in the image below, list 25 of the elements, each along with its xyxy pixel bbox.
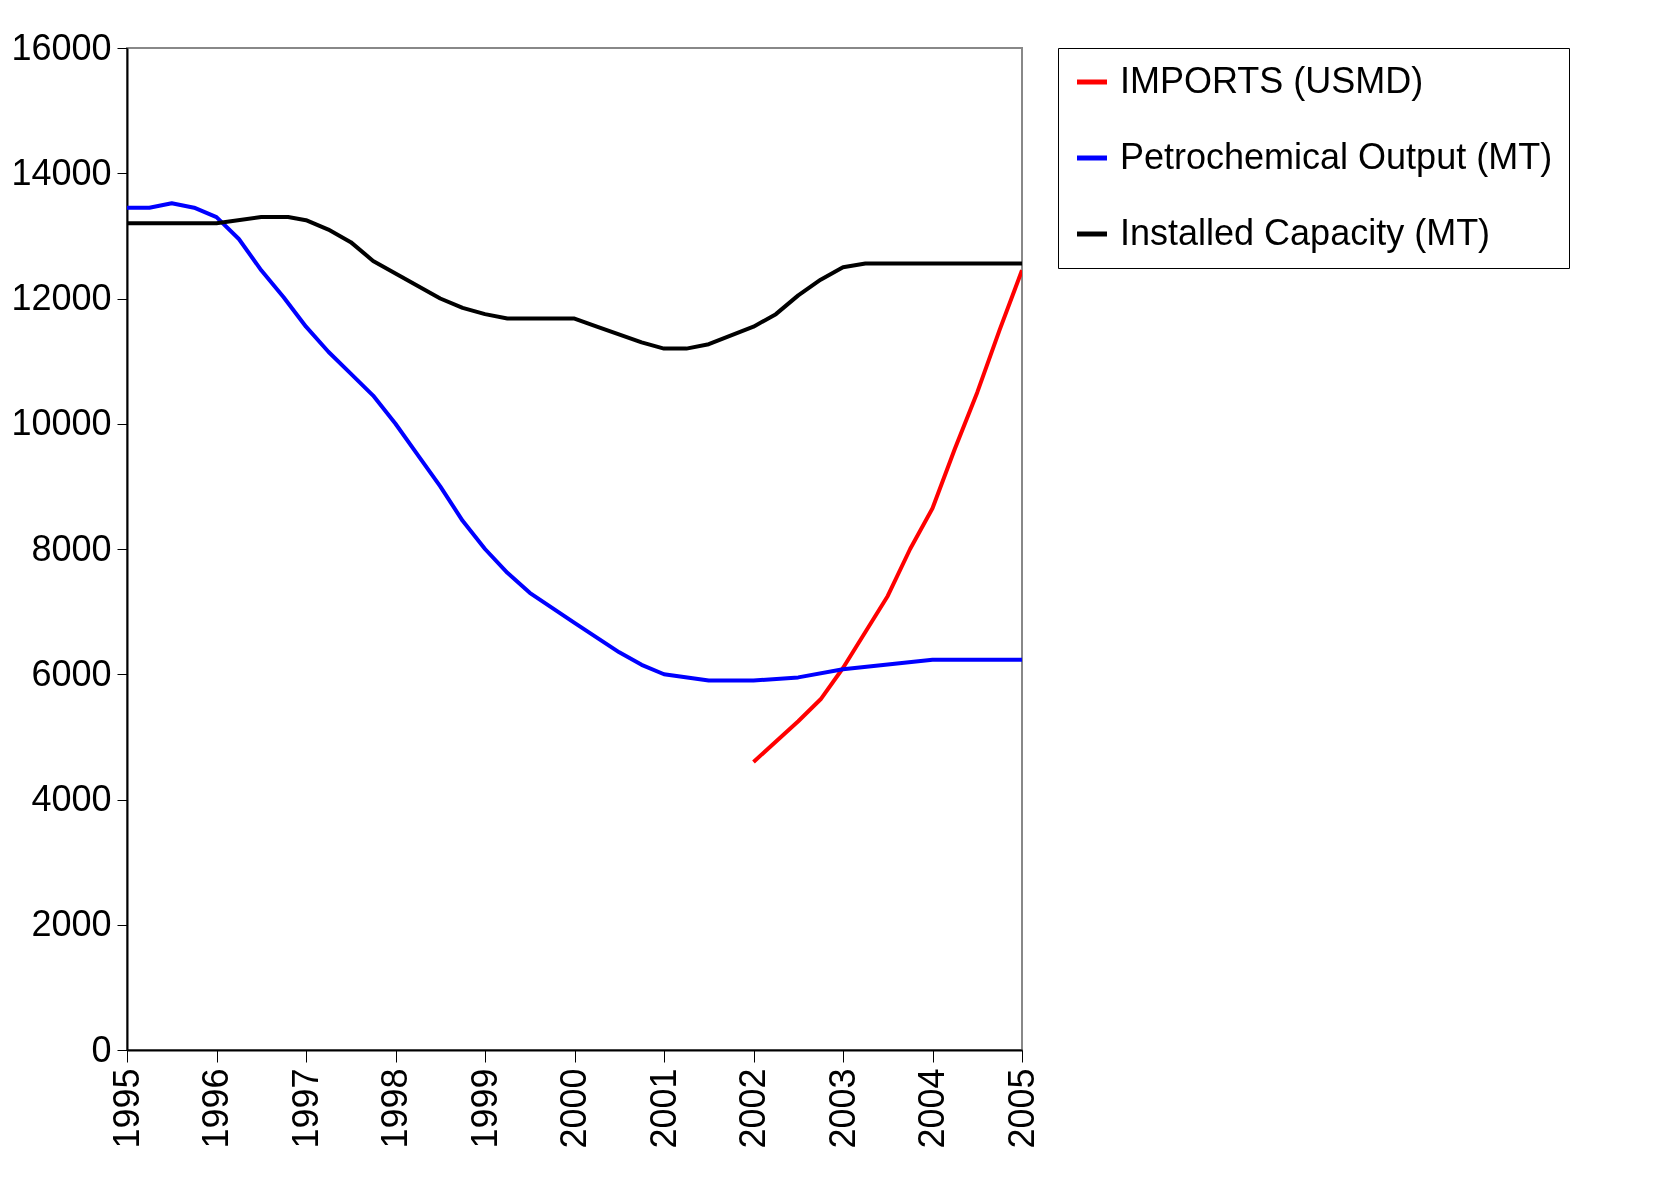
y-tick-label: 2000 [31, 903, 112, 945]
x-tick-label: 1999 [463, 1068, 505, 1149]
line-series [127, 201, 1022, 683]
line-series [751, 268, 1022, 764]
x-tick-label: 1996 [195, 1068, 236, 1149]
x-tick-label: 2005 [1000, 1068, 1042, 1149]
y-tick-label: 16000 [11, 26, 112, 68]
x-tick-label: 1997 [284, 1068, 326, 1149]
x-tick-label: 2002 [732, 1068, 773, 1149]
legend-label: Petrochemical Output (MT) [1120, 136, 1553, 177]
x-tick-label: 2003 [821, 1068, 863, 1149]
y-tick-label: 8000 [31, 527, 112, 569]
legend-label: Installed Capacity (MT) [1120, 212, 1491, 253]
x-tick-label: 1998 [374, 1068, 415, 1149]
y-tick-label: 10000 [11, 402, 112, 444]
y-tick-label: 0 [91, 1028, 112, 1070]
x-tick-label: 2004 [911, 1068, 952, 1149]
x-tick-label: 2001 [642, 1068, 684, 1149]
x-tick-label: 1995 [105, 1068, 147, 1149]
y-tick-label: 14000 [11, 151, 112, 193]
y-tick-label: 12000 [11, 277, 112, 318]
y-tick-label: 6000 [31, 652, 112, 694]
legend-label: IMPORTS (USMD) [1120, 60, 1424, 101]
y-tick-label: 4000 [31, 778, 112, 819]
x-tick-label: 2000 [553, 1068, 594, 1149]
